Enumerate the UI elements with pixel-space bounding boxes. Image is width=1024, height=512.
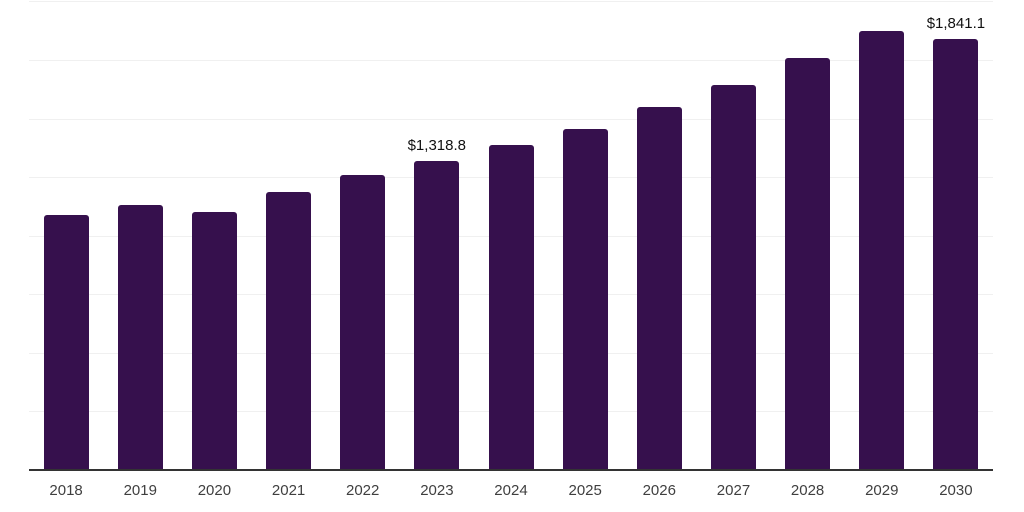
x-tick-2019: 2019 bbox=[123, 482, 157, 499]
x-tick-2027: 2027 bbox=[716, 482, 751, 499]
x-tick-2018: 2018 bbox=[49, 482, 83, 499]
bar-2024[interactable] bbox=[488, 145, 534, 470]
x-tick-2023: 2023 bbox=[420, 482, 454, 499]
data-label-2023: $1,318.8 bbox=[407, 137, 466, 154]
x-tick-2029: 2029 bbox=[865, 482, 899, 499]
bar-2027[interactable] bbox=[711, 84, 756, 470]
gridline-1500 bbox=[29, 118, 993, 120]
gridline-2000 bbox=[29, 1, 993, 3]
x-axis-line bbox=[29, 469, 993, 471]
x-tick-2026: 2026 bbox=[642, 482, 676, 499]
bar-2028[interactable] bbox=[785, 58, 831, 470]
gridline-1750 bbox=[29, 60, 993, 61]
x-tick-2020: 2020 bbox=[197, 482, 232, 499]
x-tick-2025: 2025 bbox=[568, 482, 602, 499]
bar-2023[interactable] bbox=[414, 161, 460, 470]
bar-2026[interactable] bbox=[636, 107, 682, 470]
data-label-2030: $1,841.1 bbox=[926, 14, 986, 32]
bar-2030[interactable] bbox=[933, 38, 979, 470]
x-tick-2028: 2028 bbox=[790, 482, 825, 499]
bar-2022[interactable] bbox=[340, 175, 386, 470]
bar-2025[interactable] bbox=[562, 128, 608, 470]
x-tick-2022: 2022 bbox=[346, 482, 380, 499]
x-tick-2024: 2024 bbox=[494, 482, 528, 499]
bar-2029[interactable] bbox=[859, 30, 905, 470]
x-tick-2030: 2030 bbox=[939, 482, 973, 499]
bar-2021[interactable] bbox=[266, 191, 311, 470]
bar-2019[interactable] bbox=[117, 205, 163, 470]
bar-2020[interactable] bbox=[191, 211, 237, 470]
bar-2018[interactable] bbox=[43, 214, 89, 470]
x-tick-2021: 2021 bbox=[271, 482, 306, 499]
